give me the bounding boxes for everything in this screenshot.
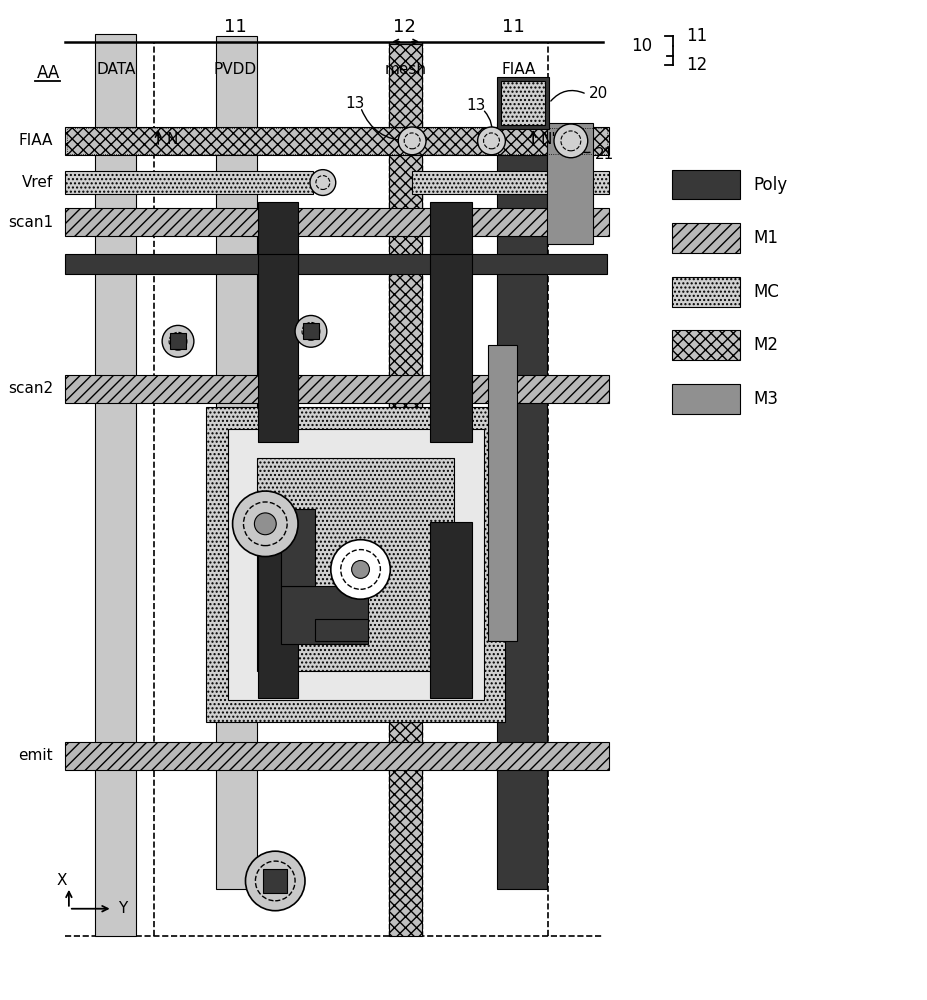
Bar bbox=[671, 277, 739, 307]
Bar bbox=[206, 407, 505, 722]
Bar bbox=[65, 254, 459, 274]
Text: Vref: Vref bbox=[21, 175, 53, 190]
Circle shape bbox=[301, 322, 320, 340]
Circle shape bbox=[340, 550, 380, 589]
Circle shape bbox=[553, 124, 587, 158]
Text: N': N' bbox=[540, 132, 555, 147]
Text: Poly: Poly bbox=[753, 176, 787, 194]
Text: AA: AA bbox=[37, 64, 60, 82]
Text: 11: 11 bbox=[502, 18, 524, 36]
Bar bbox=[263, 869, 286, 893]
Circle shape bbox=[560, 131, 580, 151]
Bar bbox=[281, 509, 314, 586]
Circle shape bbox=[351, 561, 369, 578]
Circle shape bbox=[162, 325, 194, 357]
Circle shape bbox=[254, 513, 276, 535]
Circle shape bbox=[243, 502, 286, 546]
Bar bbox=[215, 36, 257, 889]
Bar bbox=[65, 375, 608, 403]
Text: M1: M1 bbox=[753, 229, 778, 247]
Text: emit: emit bbox=[19, 748, 53, 763]
Bar bbox=[65, 208, 608, 236]
Text: 12: 12 bbox=[392, 18, 415, 36]
Text: Y: Y bbox=[119, 901, 128, 916]
Bar bbox=[65, 171, 312, 194]
Bar bbox=[227, 429, 483, 700]
Bar bbox=[671, 170, 739, 199]
Bar bbox=[546, 123, 592, 244]
Circle shape bbox=[310, 170, 336, 195]
Text: scan1: scan1 bbox=[8, 215, 53, 230]
Bar bbox=[170, 333, 185, 349]
Text: N: N bbox=[166, 132, 177, 147]
Bar bbox=[67, 128, 606, 154]
Circle shape bbox=[295, 315, 326, 347]
Circle shape bbox=[404, 133, 420, 149]
Text: mesh: mesh bbox=[384, 62, 425, 77]
Text: scan2: scan2 bbox=[8, 381, 53, 396]
Bar bbox=[429, 249, 471, 442]
Bar bbox=[487, 345, 516, 641]
Text: MC: MC bbox=[753, 283, 779, 301]
Circle shape bbox=[483, 133, 499, 149]
Text: 11: 11 bbox=[224, 18, 247, 36]
Text: 13: 13 bbox=[345, 96, 364, 111]
Circle shape bbox=[315, 176, 329, 189]
Circle shape bbox=[398, 127, 425, 155]
Bar bbox=[258, 249, 298, 442]
Text: 13: 13 bbox=[465, 98, 485, 113]
Bar bbox=[258, 520, 298, 698]
Text: 21: 21 bbox=[594, 147, 614, 162]
Text: M2: M2 bbox=[753, 336, 778, 354]
Bar bbox=[303, 323, 319, 339]
Circle shape bbox=[169, 332, 186, 350]
Bar bbox=[671, 330, 739, 360]
Circle shape bbox=[477, 127, 505, 155]
Bar bbox=[65, 742, 608, 770]
Bar bbox=[497, 77, 549, 129]
Bar bbox=[671, 223, 739, 253]
Text: DATA: DATA bbox=[96, 62, 136, 77]
Circle shape bbox=[255, 861, 295, 901]
Circle shape bbox=[246, 851, 305, 911]
Bar bbox=[429, 522, 471, 698]
Bar bbox=[65, 127, 608, 155]
Bar bbox=[281, 586, 368, 644]
Text: X: X bbox=[57, 873, 67, 888]
Bar bbox=[258, 202, 298, 254]
Text: FIAA: FIAA bbox=[501, 62, 535, 77]
Circle shape bbox=[330, 540, 390, 599]
Bar bbox=[459, 254, 606, 274]
Bar bbox=[257, 458, 453, 671]
Bar bbox=[389, 44, 422, 936]
Text: FIAA: FIAA bbox=[19, 133, 53, 148]
Text: PVDD: PVDD bbox=[214, 62, 257, 77]
Text: M3: M3 bbox=[753, 390, 778, 408]
Bar bbox=[671, 384, 739, 414]
Text: 20: 20 bbox=[588, 86, 607, 101]
Bar bbox=[95, 34, 136, 936]
Bar bbox=[501, 81, 544, 125]
Text: 11: 11 bbox=[685, 27, 706, 45]
Text: 10: 10 bbox=[630, 37, 652, 55]
Text: 12: 12 bbox=[685, 56, 706, 74]
Bar bbox=[497, 123, 546, 889]
Bar bbox=[429, 202, 471, 254]
Bar bbox=[412, 171, 608, 194]
Bar bbox=[314, 619, 368, 641]
Circle shape bbox=[233, 491, 298, 557]
